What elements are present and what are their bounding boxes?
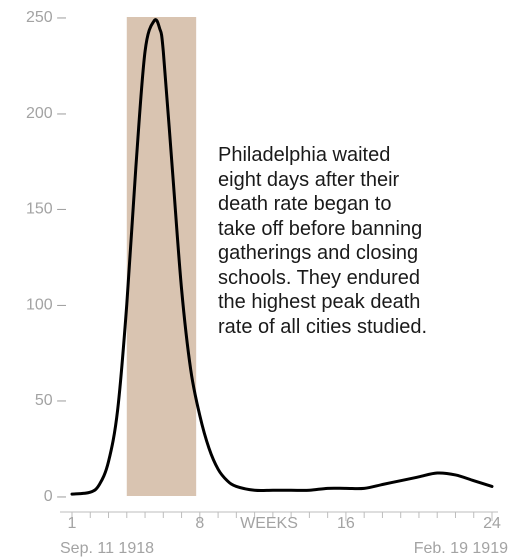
annotation-line: gatherings and closing — [218, 242, 419, 264]
x-tick-label: 1 — [68, 515, 77, 532]
x-tick-label: 16 — [337, 515, 355, 532]
death-rate-line — [70, 18, 494, 496]
y-tick-label: 0 – — [44, 488, 66, 505]
annotation-line: rate of all cities studied. — [218, 315, 427, 338]
annotation-line: eight days after their — [218, 168, 400, 191]
annotation-line: schools. They endured — [218, 266, 420, 289]
y-tick-label: 200 – — [26, 105, 66, 122]
y-tick-label: 50 – — [35, 392, 66, 409]
annotation-line: death rate began to — [218, 193, 392, 215]
y-tick-label: 250 – — [26, 9, 66, 26]
chart-annotation: Philadelphia waited eight days after the… — [218, 143, 498, 339]
y-tick-label: 100 – — [26, 296, 66, 313]
annotation-line: the highest peak death — [218, 291, 421, 313]
x-end-date-label: Feb. 19 1919 — [414, 540, 508, 557]
x-tick-label: 24 — [483, 515, 501, 532]
annotation-line: take off before banning — [218, 217, 423, 240]
x-start-date-label: Sep. 11 1918 — [60, 540, 154, 557]
intervention-period-band — [126, 17, 197, 496]
y-tick-label: 150 – — [26, 201, 66, 218]
x-axis-label: WEEKS — [240, 515, 298, 532]
annotation-line: Philadelphia waited — [218, 144, 391, 166]
x-tick-label: 8 — [195, 515, 204, 532]
